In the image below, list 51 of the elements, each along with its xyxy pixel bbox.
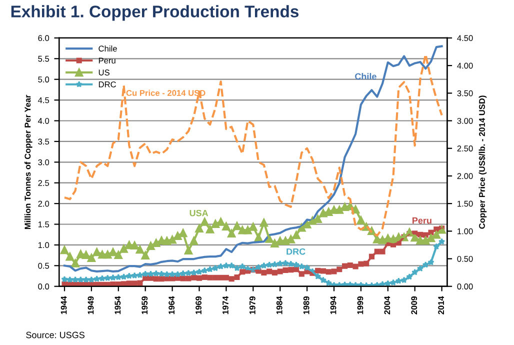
x-tick-label: 1954 [114,296,121,314]
y2-tick-label: 4.00 [457,62,473,69]
x-tick-label: 1979 [249,296,256,314]
x-tick-label: 1964 [168,296,175,314]
y2-tick-label: 1.00 [458,228,473,234]
x-tick-label: 1974 [222,296,228,314]
y-tick-label: 3.0 [38,159,50,166]
y2-tick-label: 3.50 [457,90,473,96]
x-tick-label: 1984 [276,296,282,314]
y-tick-label: 3.5 [38,138,50,145]
x-tick-label: 1994 [330,296,336,314]
y2-tick-label: 4.50 [457,35,473,42]
y-axis-title: Million Tonnes of Copper Per Year [24,94,32,230]
x-tick-label: 1999 [357,296,364,314]
source-note: Source: USGS [26,332,84,338]
annotation: Chile [355,73,376,80]
x-tick-label: 2004 [384,296,390,314]
y-tick-label: 5.0 [38,76,50,82]
y2-tick-label: 0.50 [457,256,473,262]
y-tick-label: 2.0 [38,200,50,207]
y2-tick-label: 3.00 [457,118,473,124]
y2-tick-label: 0.00 [457,284,473,290]
y-tick-label: 0.0 [38,284,50,290]
chart-title: Exhibit 1. Copper Production Trends [11,5,299,21]
x-tick-label: 1949 [88,296,94,314]
y-tick-label: 1.0 [38,242,50,248]
annotation: Peru [412,217,432,224]
annotation: USA [190,210,208,216]
y-tick-label: 6.0 [38,35,50,42]
line-series [63,45,443,272]
y-tick-label: 4.5 [38,97,50,104]
x-tick-label: 1969 [196,296,202,314]
y2-tick-label: 2.50 [457,146,473,152]
x-tick-label: 1944 [60,296,67,314]
y2-tick-label: 1.50 [458,200,473,207]
y-tick-label: 2.5 [38,180,50,186]
y-tick-label: 4.0 [38,118,50,124]
x-tick-label: 1989 [303,296,310,314]
y-tick-label: 1.5 [38,222,50,228]
x-tick-label: 1959 [142,296,148,314]
x-tick-label: 2009 [411,296,418,314]
legend-label: DRC [98,81,116,88]
x-tick-label: 2014 [438,296,444,314]
y-tick-label: 0.5 [38,262,50,269]
y2-tick-label: 2.00 [457,173,473,180]
legend-label: Peru [98,58,116,64]
legend-label: US [98,70,110,76]
annotation: DRC [286,248,306,255]
y-tick-label: 5.5 [38,56,50,62]
y2-axis-title: Copper Price (US$/lb. - 2014 USD) [478,96,487,229]
legend-label: Chile [98,45,117,52]
